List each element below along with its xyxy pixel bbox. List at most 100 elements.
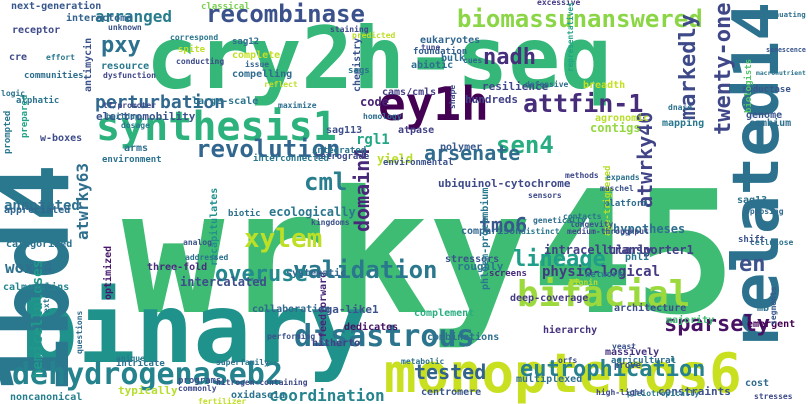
word-integrated: integrated: [312, 145, 366, 156]
word-medium-throughput: medium-throughput: [567, 226, 649, 236]
word-related14: related14: [719, 2, 794, 350]
word-complement: complement: [414, 308, 474, 319]
word-resource: resource: [101, 61, 149, 72]
word-cambium: cambium: [749, 117, 791, 129]
word-homology: homology: [363, 112, 402, 121]
word-performing: performing: [267, 331, 315, 341]
word-transporter1: transporter1: [607, 243, 694, 257]
word-expands: expands: [606, 173, 640, 182]
word-programs: programs: [178, 376, 221, 386]
word-nitrogen-containing: nitrogen-containing: [216, 377, 308, 387]
word-typically: typically: [118, 384, 178, 397]
word-categorized: categorized: [6, 238, 72, 250]
word-stresses: stresses: [754, 392, 793, 401]
word-staining: staining: [330, 24, 369, 34]
word-maximize: maximize: [278, 100, 317, 110]
word-eukaryotes: eukaryotes: [420, 35, 480, 46]
word-buildup: buildup: [106, 111, 140, 121]
word-physio-logical: physio-logical: [542, 264, 660, 280]
word-conducting: conducting: [176, 56, 224, 66]
word-ecologically: ecologically: [269, 205, 356, 219]
word-optimized: optimized: [102, 246, 114, 300]
word-issue: issue: [245, 59, 269, 69]
word-atwrky40: atwrky40: [633, 112, 657, 208]
word-feedforward: feedforward: [318, 272, 329, 338]
word-shift: shift: [738, 234, 765, 245]
word-noncanonical: noncanonical: [10, 391, 82, 403]
word-recapitulates: recapitulates: [208, 188, 220, 266]
word-extend: extend: [42, 284, 51, 313]
word-arranged: arranged: [95, 7, 172, 26]
word-cry2h-seq: cry2h-seq: [146, 9, 612, 109]
word-aaa: aaa: [8, 317, 26, 328]
word-abiotic: abiotic: [411, 59, 453, 71]
word-cues: cues: [463, 56, 482, 65]
word-network: network: [585, 270, 624, 280]
word-binary: binary: [20, 273, 367, 385]
word-cml: cml: [304, 168, 347, 196]
word-retrograde: retrograde: [315, 152, 370, 162]
word-sag12: sag12: [232, 37, 259, 47]
word-stressors: stressors: [445, 254, 499, 265]
word-bulk: bulk: [441, 53, 465, 64]
word-muschel: muschel: [600, 184, 634, 193]
word-logic: logic: [1, 88, 25, 98]
word-contigs: contigs: [590, 121, 641, 135]
word-segments: segments: [769, 286, 778, 325]
word-shape: shape: [448, 85, 457, 109]
word-unknown: unknown: [108, 23, 142, 32]
word-resilience: resilience: [482, 80, 549, 93]
word-atpase: atpase: [398, 125, 434, 136]
word-ey1h: ey1h: [378, 77, 489, 131]
word-interactome: interactome: [66, 12, 132, 24]
word-excessive: excessive: [537, 0, 581, 7]
word-fertilizer: fertilizer: [198, 396, 246, 404]
word-pxy: pxy: [101, 33, 141, 58]
word-monopteros6: monopteros6: [384, 342, 742, 404]
word-phloem-procambium: phloem-procambium: [479, 188, 491, 290]
word-superfamily: superfamily: [216, 357, 269, 367]
word-combinations: combinations: [427, 331, 499, 343]
word-coordination: coordination: [269, 386, 385, 404]
word-appreciated: appreciated: [4, 204, 70, 216]
word-markedly: markedly: [676, 14, 701, 120]
word-systematic: systematic: [286, 267, 346, 279]
word-complete: complete: [232, 50, 280, 61]
word-intracellularly: intracellularly: [544, 243, 652, 257]
word-foundation: foundation: [413, 46, 467, 57]
word-lignin: lignin: [569, 277, 598, 287]
word-rga-like1: rga-like1: [319, 303, 379, 316]
word-dedicates: dedicates: [344, 321, 398, 333]
word-1bd4: 1bd4: [0, 164, 91, 395]
word-yeast: yeast: [612, 342, 636, 351]
word-cellulose: cellulose: [750, 238, 794, 247]
word-attfin-1: attfin-1: [523, 89, 643, 118]
word-annotated: annotated: [4, 198, 80, 214]
word-receptor: receptor: [12, 25, 60, 36]
word-agronomic: agronomic: [595, 112, 649, 124]
word-reductase: reductase: [742, 85, 791, 95]
word-high-light: high-light: [596, 387, 644, 397]
word-unique: unique: [116, 353, 145, 363]
word-agricultural: agricultural: [611, 355, 676, 366]
word-hitherto: hitherto: [312, 337, 360, 349]
word-prepared: prepared: [20, 95, 30, 138]
word-reflect: reflect: [264, 80, 298, 89]
word-perturbation: perturbation: [95, 92, 225, 113]
word-domain4: domain4: [350, 148, 374, 232]
word-prove: prove: [614, 361, 642, 371]
word-hypotheses: hypotheses: [613, 222, 685, 236]
word-hierarchy: hierarchy: [543, 324, 597, 336]
word-lineage: lineage: [513, 247, 606, 272]
word-cre: cre: [9, 52, 27, 63]
word-hundreds: hundreds: [465, 93, 518, 106]
word-cams-cmls: cams/cmls: [382, 87, 436, 98]
word-tested: tested: [414, 360, 486, 384]
word-multiplexed: multiplexed: [516, 373, 582, 385]
word-compelling: compelling: [232, 68, 292, 80]
word-xylem: xylem: [244, 224, 322, 254]
word-communities: communities: [24, 70, 84, 81]
word-age-triggered: age-triggered: [602, 166, 613, 236]
word-environmental: environmental: [383, 157, 453, 168]
word-majority: majority: [666, 314, 714, 326]
